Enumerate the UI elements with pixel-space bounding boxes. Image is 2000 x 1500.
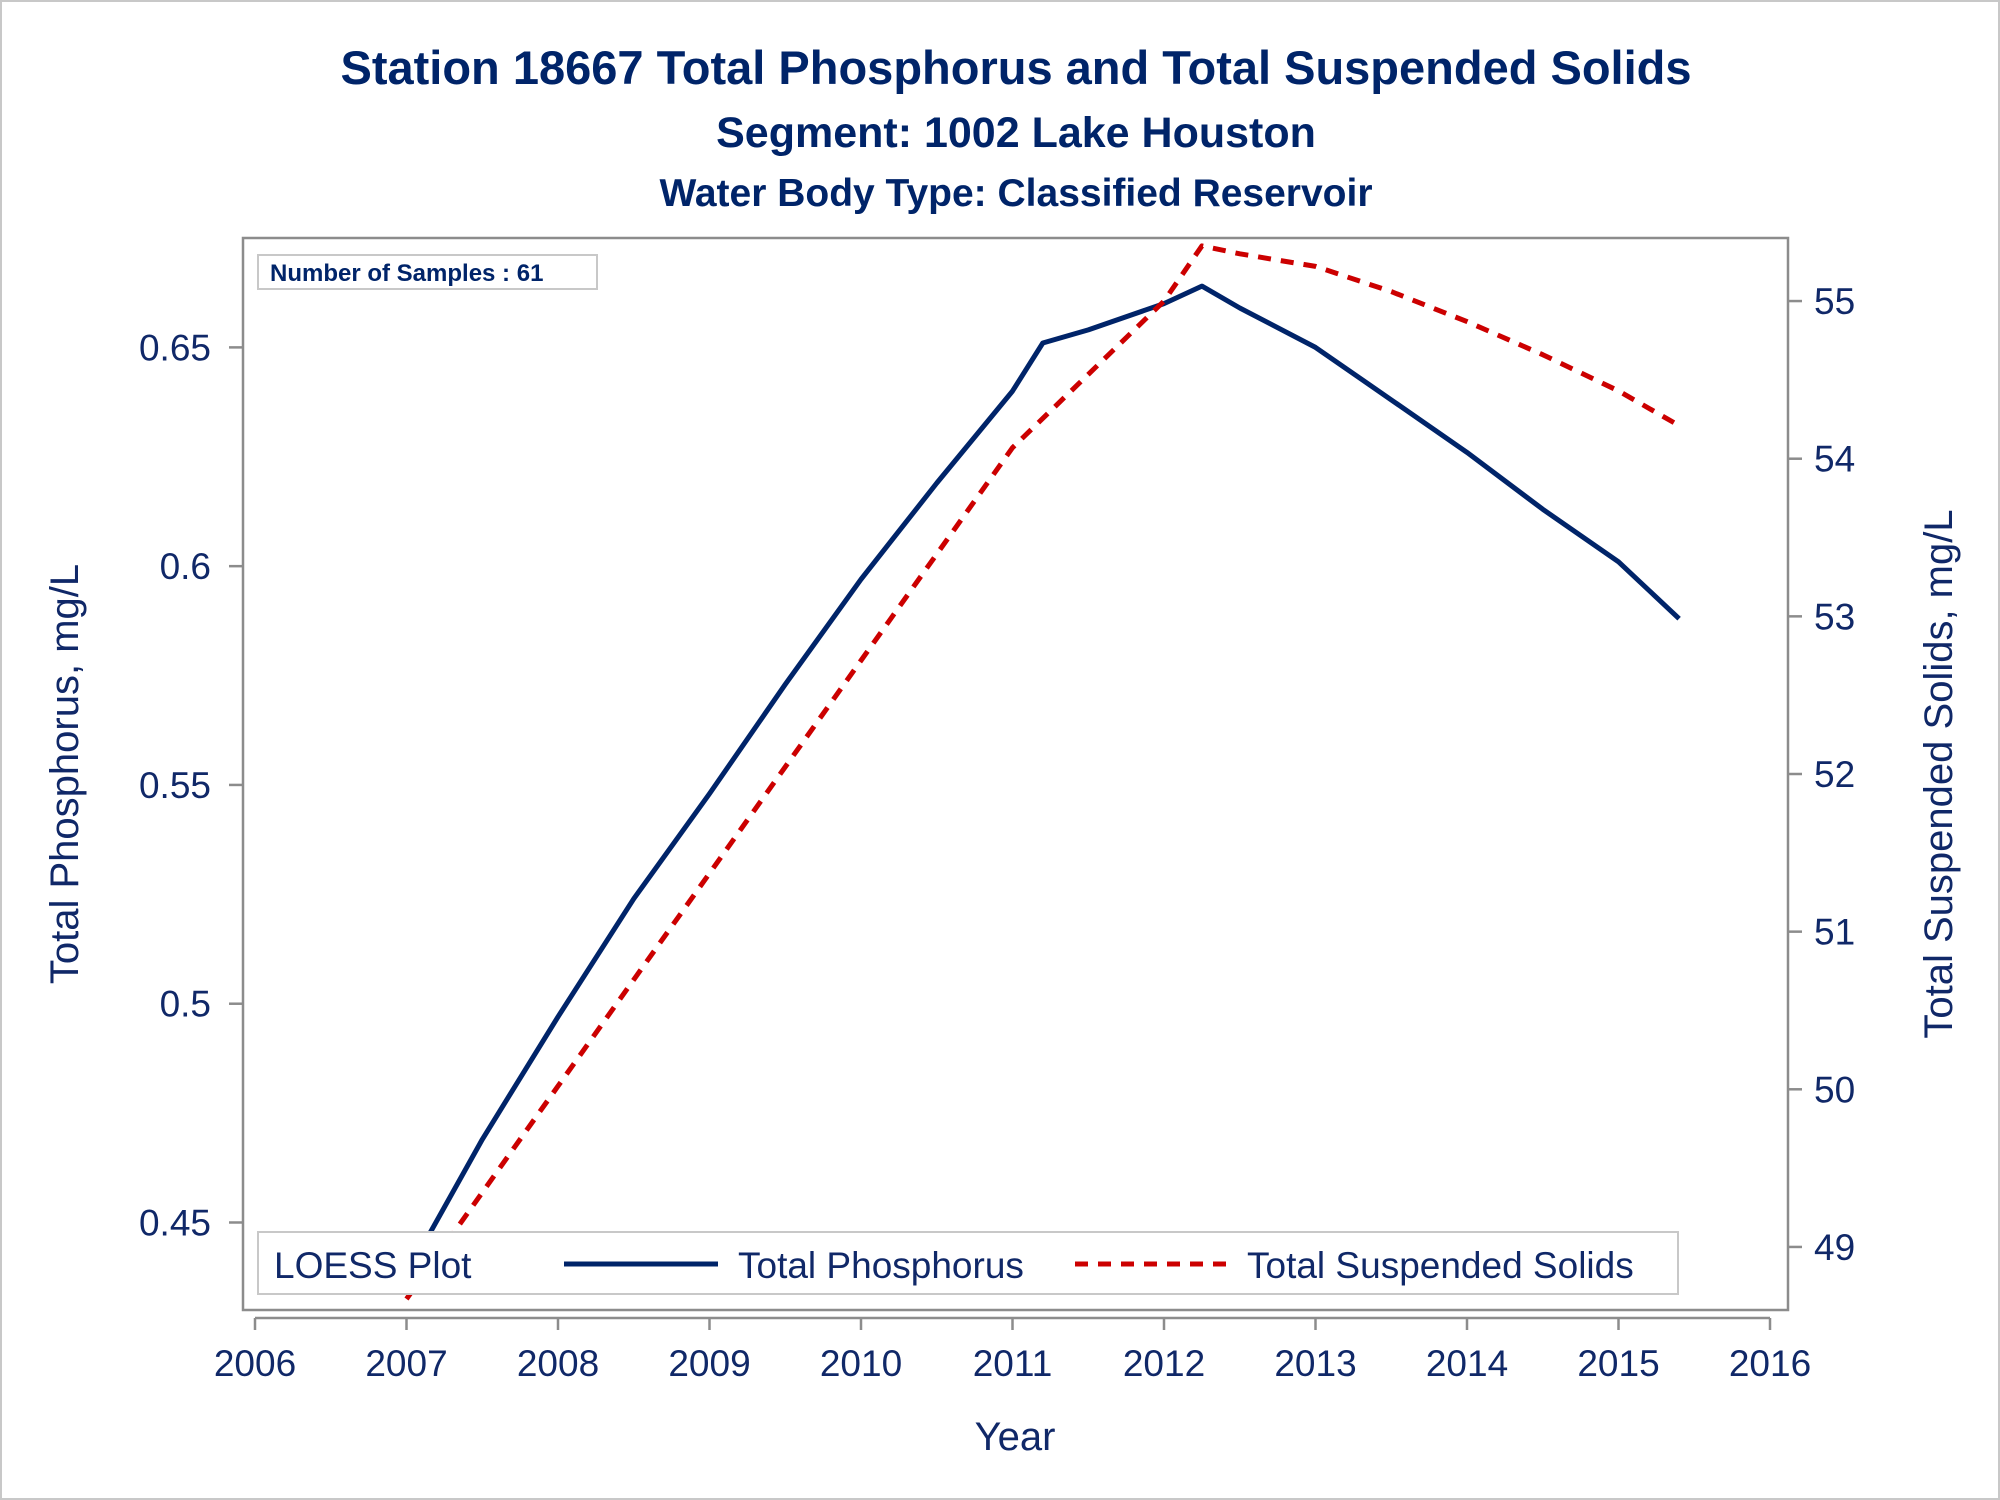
y-tick-label: 0.55 [139,765,211,806]
y2-tick-label: 53 [1814,596,1855,637]
y-tick-label: 0.6 [160,546,211,587]
series-layer [404,243,1681,1301]
x-tick-label: 2013 [1274,1343,1356,1384]
y2-tick-label: 52 [1814,754,1855,795]
chart-subtitle-segment: Segment: 1002 Lake Houston [716,109,1316,157]
y-axis-right: 49 50 51 52 53 54 55 [1788,281,1855,1268]
x-tick-label: 2009 [668,1343,750,1384]
x-tick-label: 2015 [1577,1343,1659,1384]
legend-item-tss: Total Suspended Solids [1247,1245,1634,1286]
y2-tick-label: 54 [1814,439,1855,480]
x-tick-label: 2008 [517,1343,599,1384]
y-axis-left-label: Total Phosphorus, mg/L [43,564,87,984]
x-tick-label: 2007 [365,1343,447,1384]
series-line-total-suspended-solids [404,243,1681,1301]
y-axis-left: 0.45 0.5 0.55 0.6 0.65 [139,327,243,1243]
y2-tick-label: 51 [1814,912,1855,953]
series-line-total-phosphorus [404,283,1681,1277]
x-tick-label: 2016 [1729,1343,1811,1384]
y-axis-right-label: Total Suspended Solids, mg/L [1917,509,1961,1038]
legend-box [257,1231,1679,1295]
legend-item-phosphorus: Total Phosphorus [738,1245,1024,1286]
y-tick-label: 0.45 [139,1202,211,1243]
y2-tick-label: 50 [1814,1069,1855,1110]
x-axis-label: Year [975,1415,1056,1459]
x-tick-label: 2014 [1426,1343,1508,1384]
sample-count-box [257,254,598,290]
sample-count-label: Number of Samples : 61 [270,260,543,287]
chart-title: Station 18667 Total Phosphorus and Total… [341,41,1692,94]
sample-count-inset: Number of Samples : 61 [257,254,598,290]
chart-subtitle-waterbody: Water Body Type: Classified Reservoir [659,172,1372,215]
legend-title: LOESS Plot [274,1245,472,1286]
y-tick-label: 0.5 [160,984,211,1025]
y-tick-label: 0.65 [139,327,211,368]
x-tick-label: 2010 [820,1343,902,1384]
y2-tick-label: 55 [1814,281,1855,322]
x-tick-label: 2006 [214,1343,296,1384]
y2-tick-label: 49 [1814,1227,1855,1268]
legend: LOESS Plot Total Phosphorus Total Suspen… [257,1231,1679,1295]
x-axis: 2006 2007 2008 2009 2010 2011 2012 2013 2014 2015… [214,1316,1811,1384]
x-tick-label: 2011 [973,1343,1053,1384]
x-tick-label: 2012 [1123,1343,1205,1384]
